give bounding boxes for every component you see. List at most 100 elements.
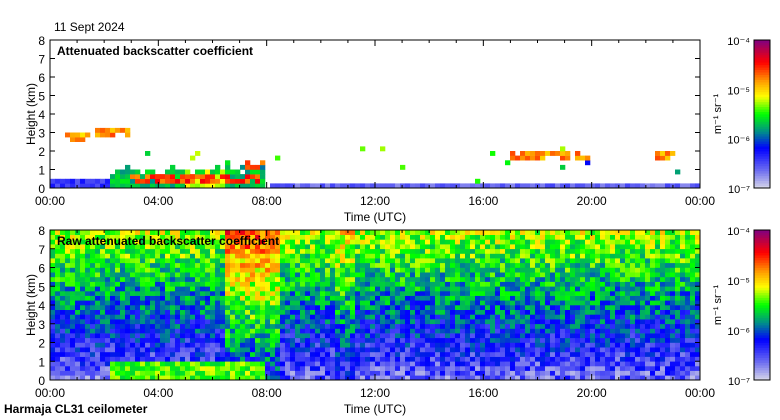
heatmap-cell [320, 183, 326, 189]
heatmap-cell [545, 300, 551, 306]
heatmap-cell [525, 365, 531, 371]
heatmap-cell [640, 290, 646, 296]
heatmap-cell [300, 239, 306, 245]
heatmap-cell [135, 347, 141, 353]
heatmap-cell [110, 178, 116, 184]
heatmap-cell [590, 239, 596, 245]
heatmap-cell [380, 333, 386, 339]
heatmap-cell [290, 351, 296, 357]
heatmap-cell [330, 375, 336, 381]
heatmap-cell [205, 239, 211, 245]
heatmap-cell [420, 305, 426, 310]
heatmap-cell [180, 253, 186, 259]
heatmap-cell [625, 333, 631, 339]
heatmap-cell [280, 370, 286, 376]
heatmap-cell [410, 244, 416, 250]
heatmap-cell [480, 365, 486, 371]
heatmap-cell [230, 351, 236, 357]
heatmap-cell [580, 351, 586, 357]
heatmap-cell [80, 276, 86, 282]
heatmap-cell [210, 314, 216, 320]
heatmap-cell [300, 295, 306, 301]
heatmap-cell [340, 239, 346, 245]
heatmap-cell [220, 370, 226, 376]
heatmap-cell [50, 300, 56, 306]
heatmap-cell [400, 323, 406, 329]
heatmap-cell [505, 333, 511, 339]
colorbar-segment [754, 287, 770, 291]
heatmap-cell [445, 361, 451, 367]
heatmap-cell [130, 351, 136, 357]
heatmap-cell [260, 174, 266, 179]
heatmap-cell [505, 272, 511, 278]
heatmap-cell [385, 342, 391, 348]
heatmap-cell [395, 295, 401, 301]
heatmap-cell [245, 272, 251, 278]
heatmap-cell [685, 286, 691, 292]
heatmap-cell [150, 286, 156, 292]
heatmap-cell [345, 262, 351, 268]
heatmap-cell [565, 314, 571, 320]
heatmap-cell [200, 328, 206, 334]
heatmap-cell [320, 333, 326, 339]
x-tick-label: 12:00 [360, 194, 390, 208]
heatmap-cell [505, 230, 511, 235]
heatmap-cell [535, 248, 541, 254]
heatmap-cell [165, 328, 171, 334]
heatmap-cell [390, 248, 396, 254]
heatmap-cell [325, 234, 331, 240]
heatmap-cell [630, 239, 636, 245]
heatmap-cell [155, 262, 161, 268]
heatmap-cell [190, 174, 196, 179]
heatmap-cell [580, 262, 586, 268]
heatmap-cell [265, 295, 271, 301]
heatmap-cell [480, 328, 486, 334]
heatmap-cell [480, 295, 486, 301]
heatmap-cell [260, 300, 266, 306]
heatmap-cell [360, 276, 366, 282]
heatmap-cell [410, 314, 416, 320]
heatmap-cell [585, 290, 591, 296]
heatmap-cell [530, 286, 536, 292]
heatmap-cell [515, 314, 521, 320]
heatmap-cell [395, 342, 401, 348]
heatmap-cell [555, 244, 561, 250]
heatmap-cell [115, 361, 121, 367]
heatmap-cell [340, 272, 346, 278]
heatmap-cell [130, 361, 136, 367]
heatmap-cell [90, 276, 96, 282]
heatmap-cell [155, 286, 161, 292]
heatmap-cell [540, 323, 546, 329]
heatmap-cell [230, 230, 236, 235]
heatmap-cell [635, 323, 641, 329]
colorbar-segment [754, 357, 770, 361]
heatmap-cell [335, 370, 341, 376]
heatmap-cell [635, 230, 641, 235]
heatmap-cell [225, 230, 231, 235]
heatmap-cell [410, 333, 416, 339]
y-tick-label: 6 [38, 71, 45, 85]
colorbar-segment [754, 123, 770, 127]
heatmap-cell [495, 365, 501, 371]
heatmap-cell [295, 272, 301, 278]
heatmap-cell [505, 323, 511, 329]
heatmap-cell [195, 276, 201, 282]
heatmap-cell [120, 375, 126, 381]
heatmap-cell [70, 337, 76, 343]
heatmap-cell [300, 365, 306, 371]
heatmap-cell [220, 183, 226, 189]
heatmap-cell [105, 342, 111, 348]
heatmap-cell [175, 290, 181, 296]
heatmap-cell [410, 370, 416, 376]
heatmap-cell [65, 351, 71, 357]
heatmap-cell [185, 305, 191, 310]
heatmap-cell [565, 239, 571, 245]
heatmap-cell [145, 305, 151, 310]
heatmap-cell [580, 305, 586, 310]
heatmap-cell [600, 272, 606, 278]
heatmap-cell [670, 351, 676, 357]
heatmap-cell [230, 258, 236, 264]
heatmap-cell [370, 356, 376, 362]
heatmap-cell [430, 361, 436, 367]
heatmap-cell [400, 361, 406, 367]
